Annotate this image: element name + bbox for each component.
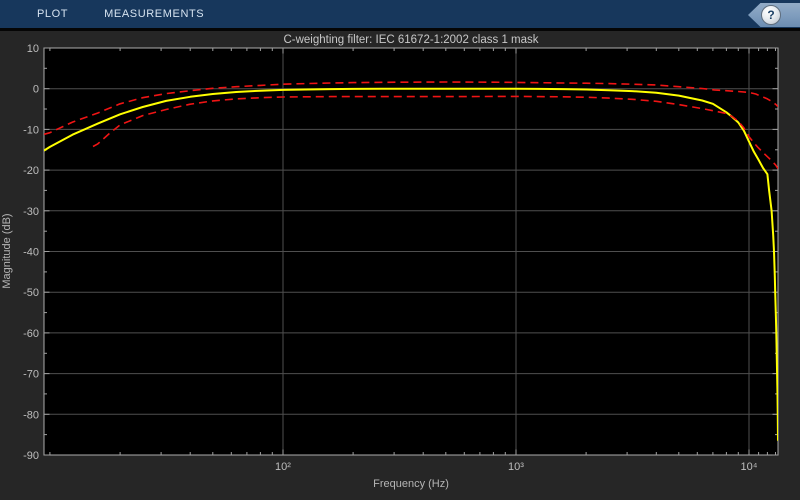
toolstrip: PLOT MEASUREMENTS [0,0,800,28]
x-tick-label: 10⁴ [741,461,758,473]
help-button[interactable]: ? [761,5,781,25]
x-tick-label: 10² [275,461,291,473]
x-tick-label: 10³ [508,461,524,473]
plot-title: C-weighting filter: IEC 61672-1:2002 cla… [283,34,539,46]
toolstrip-separator [0,28,800,31]
tab-plot[interactable]: PLOT [37,8,69,20]
y-tick-label: -80 [23,409,39,421]
y-tick-label: -40 [23,247,39,259]
tab-measurements[interactable]: MEASUREMENTS [104,8,205,20]
tick-labels: 10 0 -10 -20 -30 -40 -50 -60 -70 -80 -90 10² 10³ 10⁴ [23,43,758,473]
y-tick-label: -90 [23,450,39,462]
y-tick-label: -60 [23,328,39,340]
axis-ticks [44,47,778,456]
curves [44,81,778,441]
y-tick-label: -50 [23,287,39,299]
y-tick-label: -10 [23,124,39,136]
x-axis-label: Frequency (Hz) [373,478,449,490]
y-tick-label: -70 [23,369,39,381]
lower-mask-curve [92,95,778,169]
upper-mask-curve [44,81,778,136]
question-mark-icon: ? [767,7,775,22]
y-tick-label: -30 [23,206,39,218]
y-tick-label: 10 [27,43,39,55]
y-tick-label: 0 [33,84,39,96]
response-curve [44,87,778,441]
y-tick-label: -20 [23,165,39,177]
